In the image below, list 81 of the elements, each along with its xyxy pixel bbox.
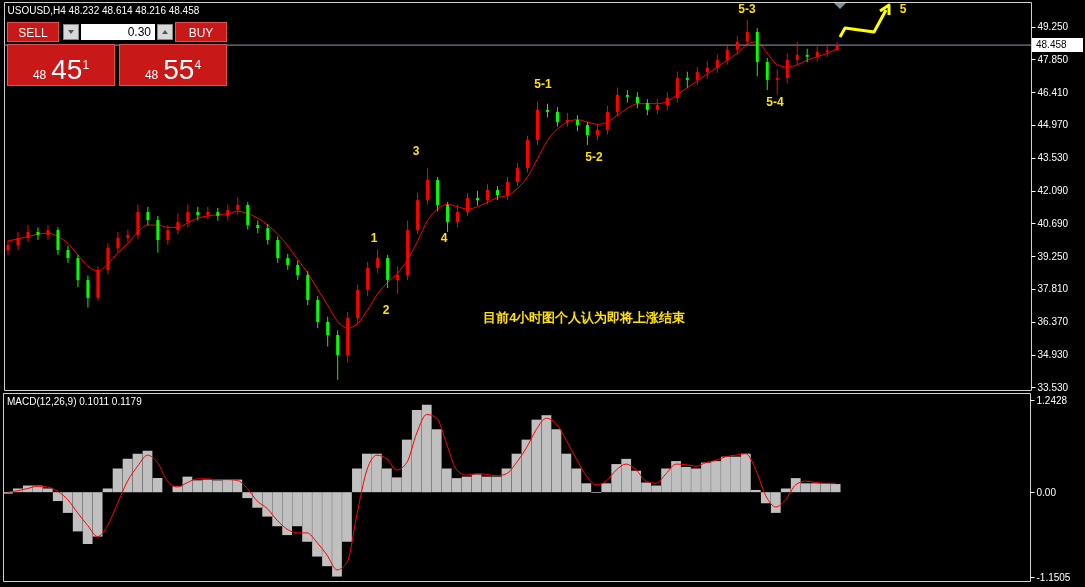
- candlestick: [376, 248, 380, 274]
- candlestick: [366, 261, 370, 297]
- chart-title: USOUSD,H4 48.232 48.614 48.216 48.458: [7, 5, 200, 16]
- y-tick-label: 40.690: [1037, 217, 1069, 229]
- annotation: 5-4: [766, 95, 784, 109]
- y-tick-label: 42.090: [1037, 185, 1069, 197]
- ref-line-label: 48.458: [1036, 39, 1068, 51]
- candlestick: [136, 203, 140, 240]
- candlestick: [336, 329, 340, 381]
- text-field: 0.30: [81, 24, 155, 40]
- candlestick: [246, 201, 250, 231]
- candlestick: [266, 223, 270, 246]
- candlestick: [715, 53, 719, 74]
- annotation: 4: [440, 231, 448, 245]
- candlestick: [36, 226, 40, 241]
- candlestick: [76, 254, 80, 288]
- candlestick: [555, 106, 559, 128]
- y-tick-label: 36.370: [1037, 316, 1069, 328]
- annotation: 3: [412, 144, 420, 158]
- annotation: 5-2: [585, 150, 603, 164]
- candlestick: [86, 274, 90, 309]
- candlestick: [456, 203, 460, 228]
- candlestick: [316, 295, 320, 329]
- candlestick: [276, 236, 280, 264]
- annotation: 5: [899, 2, 907, 16]
- y-tick-label: 49.250: [1037, 21, 1069, 33]
- candlestick: [486, 183, 490, 205]
- chart-title: MACD(12,26,9) 0.1011 0.1179: [7, 396, 143, 407]
- candlestick: [605, 105, 609, 136]
- candlestick: [675, 71, 679, 104]
- annotation: 5-3: [738, 2, 756, 16]
- line-series: [7, 413, 837, 571]
- candlestick: [156, 215, 160, 254]
- y-tick-label: 44.970: [1037, 119, 1069, 131]
- candlestick: [516, 162, 519, 187]
- y-tick-label: 33.530: [1037, 381, 1069, 393]
- candlestick: [775, 68, 779, 96]
- y-tick-label: 39.250: [1037, 250, 1069, 262]
- candlestick: [446, 201, 450, 233]
- annotation: SELL: [7, 22, 59, 42]
- candlestick: [585, 121, 589, 146]
- annotation: 48 55$^{4}$: [144, 54, 202, 86]
- candlestick: [386, 254, 390, 289]
- y-tick-label: 37.810: [1037, 283, 1069, 295]
- candlestick: [615, 87, 619, 117]
- y-tick-label: 46.410: [1037, 86, 1069, 98]
- candlestick: [396, 265, 400, 295]
- candlestick: [186, 203, 190, 228]
- candlestick: [326, 316, 330, 347]
- candlestick: [126, 229, 130, 243]
- candlestick: [106, 242, 110, 275]
- candlestick: [176, 213, 180, 235]
- candlestick: [765, 57, 769, 91]
- candlestick: [695, 66, 699, 86]
- candlestick: [166, 224, 170, 246]
- annotation: 目前4小时图个人认为即将上涨结束: [483, 310, 686, 325]
- y-tick-label: -1.1505: [1036, 571, 1071, 583]
- candlestick: [46, 224, 50, 241]
- annotation: 2: [382, 303, 390, 317]
- y-tick-label: 0.00: [1036, 486, 1057, 498]
- y-tick-label: 47.850: [1037, 53, 1069, 65]
- candlestick: [426, 167, 430, 205]
- candlestick: [466, 192, 470, 217]
- candlestick: [16, 231, 20, 251]
- candlestick: [296, 260, 300, 281]
- annotation: 1: [370, 231, 378, 245]
- candlestick: [26, 224, 30, 243]
- y-tick-label: 43.530: [1037, 152, 1069, 164]
- candlestick: [116, 231, 120, 254]
- y-tick-label: 34.930: [1037, 349, 1069, 361]
- candlestick: [66, 245, 70, 264]
- candlestick: [665, 91, 669, 112]
- annotation: BUY: [175, 22, 227, 42]
- y-tick-label: 1.2428: [1036, 394, 1068, 406]
- annotation: 5-1: [534, 77, 552, 91]
- candlestick: [146, 206, 150, 226]
- annotation: 48 45$^{1}$: [32, 54, 90, 86]
- candlestick: [56, 226, 60, 256]
- candlestick: [506, 176, 510, 201]
- annotation: 0.30: [127, 25, 151, 39]
- candlestick: [785, 52, 789, 84]
